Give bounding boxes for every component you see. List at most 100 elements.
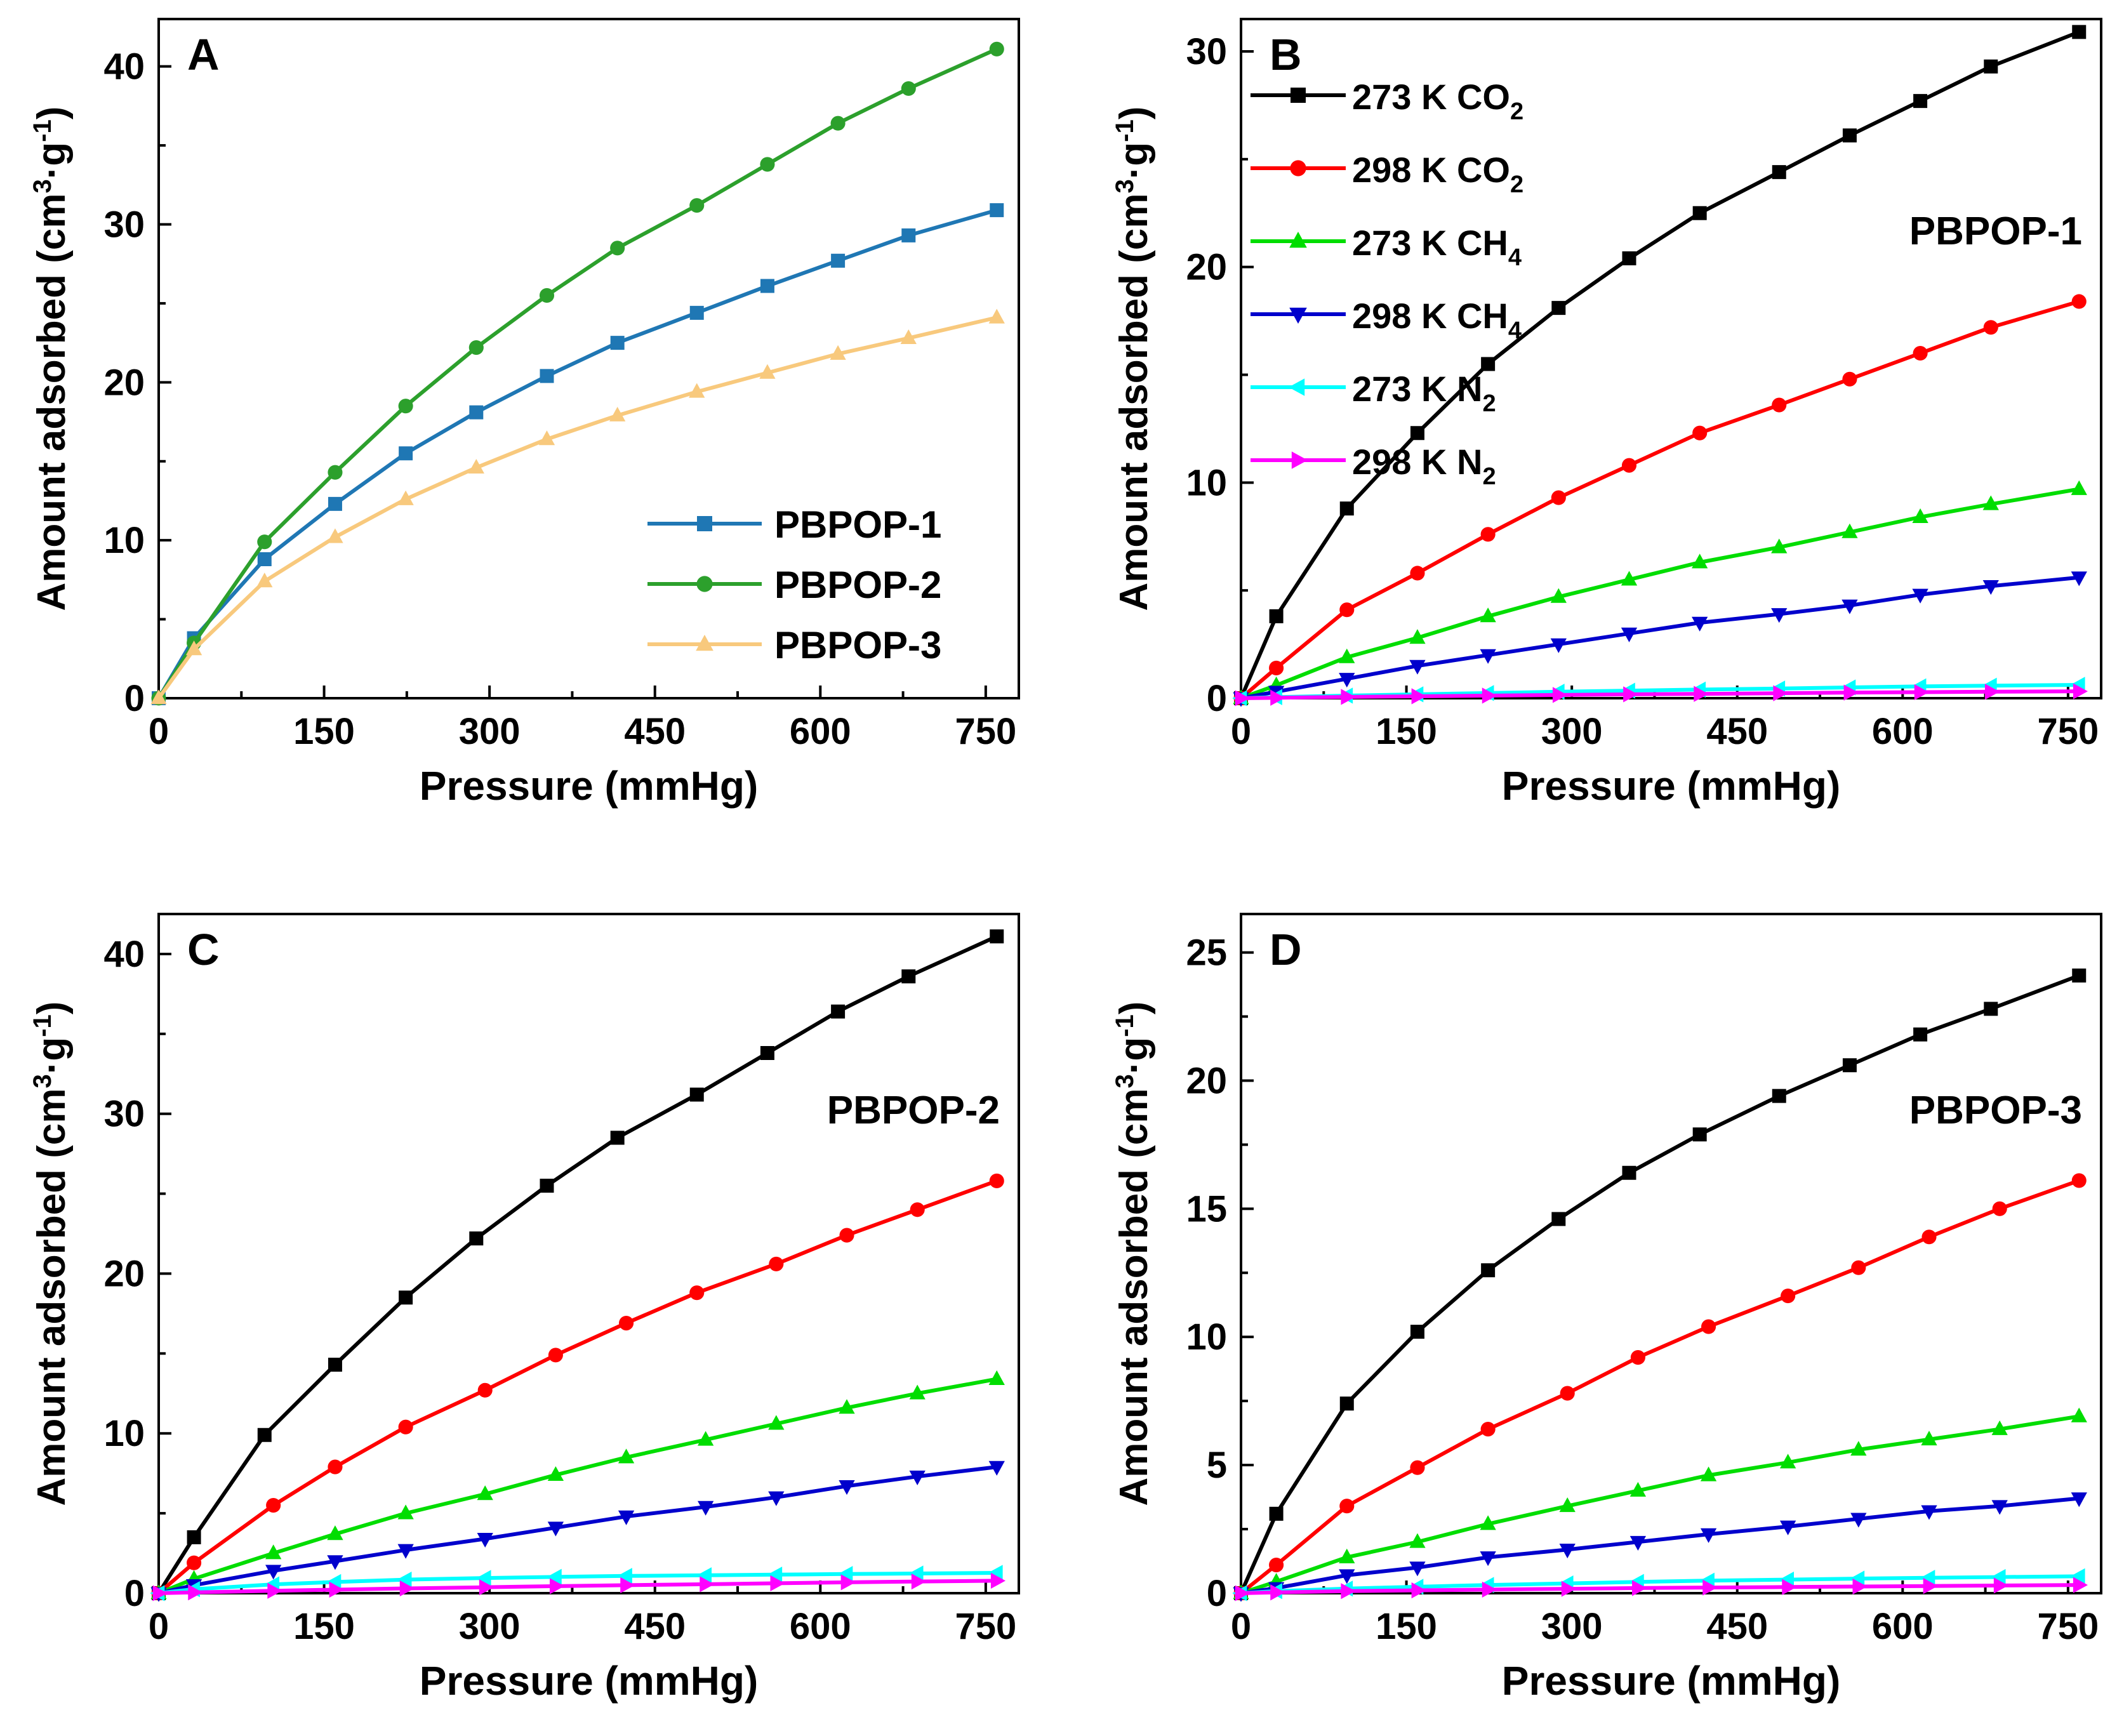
data-point	[1992, 1201, 2007, 1216]
x-tick-label: 150	[293, 1606, 355, 1647]
data-point	[265, 1544, 282, 1560]
legend-label: 273 K N2	[1352, 369, 1496, 417]
data-point	[759, 364, 776, 379]
legend-label: 298 K N2	[1352, 442, 1496, 490]
data-point	[1559, 1497, 1576, 1513]
x-tick-label: 150	[1376, 1606, 1437, 1647]
data-point	[1552, 687, 1568, 703]
data-point	[328, 1357, 342, 1372]
data-point	[1339, 1548, 1355, 1563]
legend-label: PBPOP-2	[774, 564, 941, 606]
data-point	[327, 528, 343, 543]
panel-letter: D	[1270, 925, 1302, 974]
data-point	[1409, 629, 1426, 644]
data-point	[1409, 659, 1426, 675]
data-point	[1482, 1581, 1497, 1598]
legend-marker	[1291, 451, 1308, 469]
y-tick-label: 10	[1186, 462, 1227, 503]
data-point	[1701, 1319, 1716, 1334]
data-point	[1850, 1570, 1865, 1587]
data-point	[1772, 1089, 1786, 1103]
x-tick-label: 0	[1231, 711, 1251, 752]
data-point	[1270, 1584, 1285, 1601]
y-tick-label: 0	[1207, 678, 1227, 719]
data-point	[1923, 1578, 1938, 1594]
data-point	[1984, 59, 1998, 74]
chart-panel-a: 0 150 300 450 600 750 0 10 20 30 40 Pressure (mmHg)…	[29, 18, 1020, 809]
data-point	[689, 383, 705, 398]
data-point	[398, 1419, 413, 1435]
data-point	[187, 1555, 202, 1570]
data-point	[619, 1315, 634, 1331]
data-point	[477, 1382, 493, 1398]
y-axis-title-end: )	[30, 1002, 74, 1015]
data-point	[1914, 684, 1929, 701]
data-point	[397, 1544, 414, 1559]
series-273-k-ch4	[1233, 1407, 2087, 1600]
data-point	[550, 1578, 565, 1594]
x-tick-label: 300	[1541, 1606, 1603, 1647]
data-point	[610, 1130, 625, 1145]
data-point	[1779, 1454, 1796, 1469]
data-point	[1702, 1579, 1718, 1596]
data-point	[1480, 527, 1496, 542]
data-point	[399, 1290, 413, 1305]
legend-label: 298 K CH4	[1352, 296, 1522, 344]
data-point	[256, 573, 273, 588]
data-point	[689, 1087, 704, 1102]
data-point	[689, 305, 704, 320]
data-point	[1692, 616, 1708, 632]
y-tick-label: 5	[1207, 1445, 1227, 1486]
data-point	[267, 1582, 282, 1599]
series-298-k-co2	[1233, 294, 2087, 706]
data-point	[617, 1568, 632, 1584]
data-point	[547, 1466, 564, 1481]
data-point	[696, 1567, 712, 1584]
y-tick-label: 0	[1207, 1573, 1227, 1614]
data-point	[1341, 1583, 1356, 1600]
data-point	[1694, 686, 1709, 702]
y-tick-label: 20	[103, 1253, 145, 1294]
data-point	[909, 1384, 926, 1400]
y-axis-title-sup1: 3	[1111, 179, 1139, 193]
y-axis-title-main: Amount adsorbed (cm	[30, 1089, 74, 1506]
data-point	[479, 1579, 494, 1596]
data-point	[468, 340, 484, 355]
y-tick-label: 30	[103, 204, 145, 245]
x-tick-label: 0	[1231, 1606, 1251, 1647]
data-point	[1842, 371, 1857, 387]
legend-marker	[696, 635, 713, 651]
y-axis-title-main: Amount adsorbed (cm	[30, 194, 74, 611]
plot-frame	[1240, 913, 2102, 1594]
data-point	[326, 1574, 342, 1591]
data-point	[1692, 425, 1708, 441]
series-pbpop-3	[150, 308, 1005, 705]
data-point	[909, 1470, 926, 1485]
series-273-k-co2	[1234, 968, 2087, 1600]
data-point	[1842, 599, 1858, 614]
data-point	[1991, 1500, 2008, 1515]
legend-label-subscript: 2	[1482, 390, 1496, 417]
data-point	[1982, 495, 1999, 510]
data-point	[1410, 426, 1424, 441]
data-point	[618, 1448, 635, 1464]
chart-panel-d: 0 150 300 450 600 750 0 5 10 15 20 25 Pressure (mmHg…	[1111, 913, 2102, 1704]
data-point	[1560, 1386, 1575, 1401]
legend-label-subscript: 2	[1510, 171, 1523, 198]
legend-label-base: 298 K CH	[1352, 296, 1508, 336]
data-point	[477, 1533, 493, 1548]
data-point	[1629, 1535, 1647, 1551]
legend-label: PBPOP-3	[774, 624, 941, 666]
data-point	[830, 345, 846, 360]
x-tick-label: 450	[624, 711, 686, 752]
data-point	[1480, 1422, 1496, 1437]
data-point	[831, 1004, 846, 1019]
data-point	[1842, 1058, 1857, 1073]
data-point	[830, 116, 846, 131]
data-point	[1410, 1325, 1424, 1339]
data-point	[1559, 1544, 1576, 1559]
data-point	[1480, 1551, 1496, 1567]
legend-marker	[1289, 232, 1307, 248]
y-tick-label: 10	[103, 520, 145, 561]
data-point	[1621, 571, 1638, 586]
